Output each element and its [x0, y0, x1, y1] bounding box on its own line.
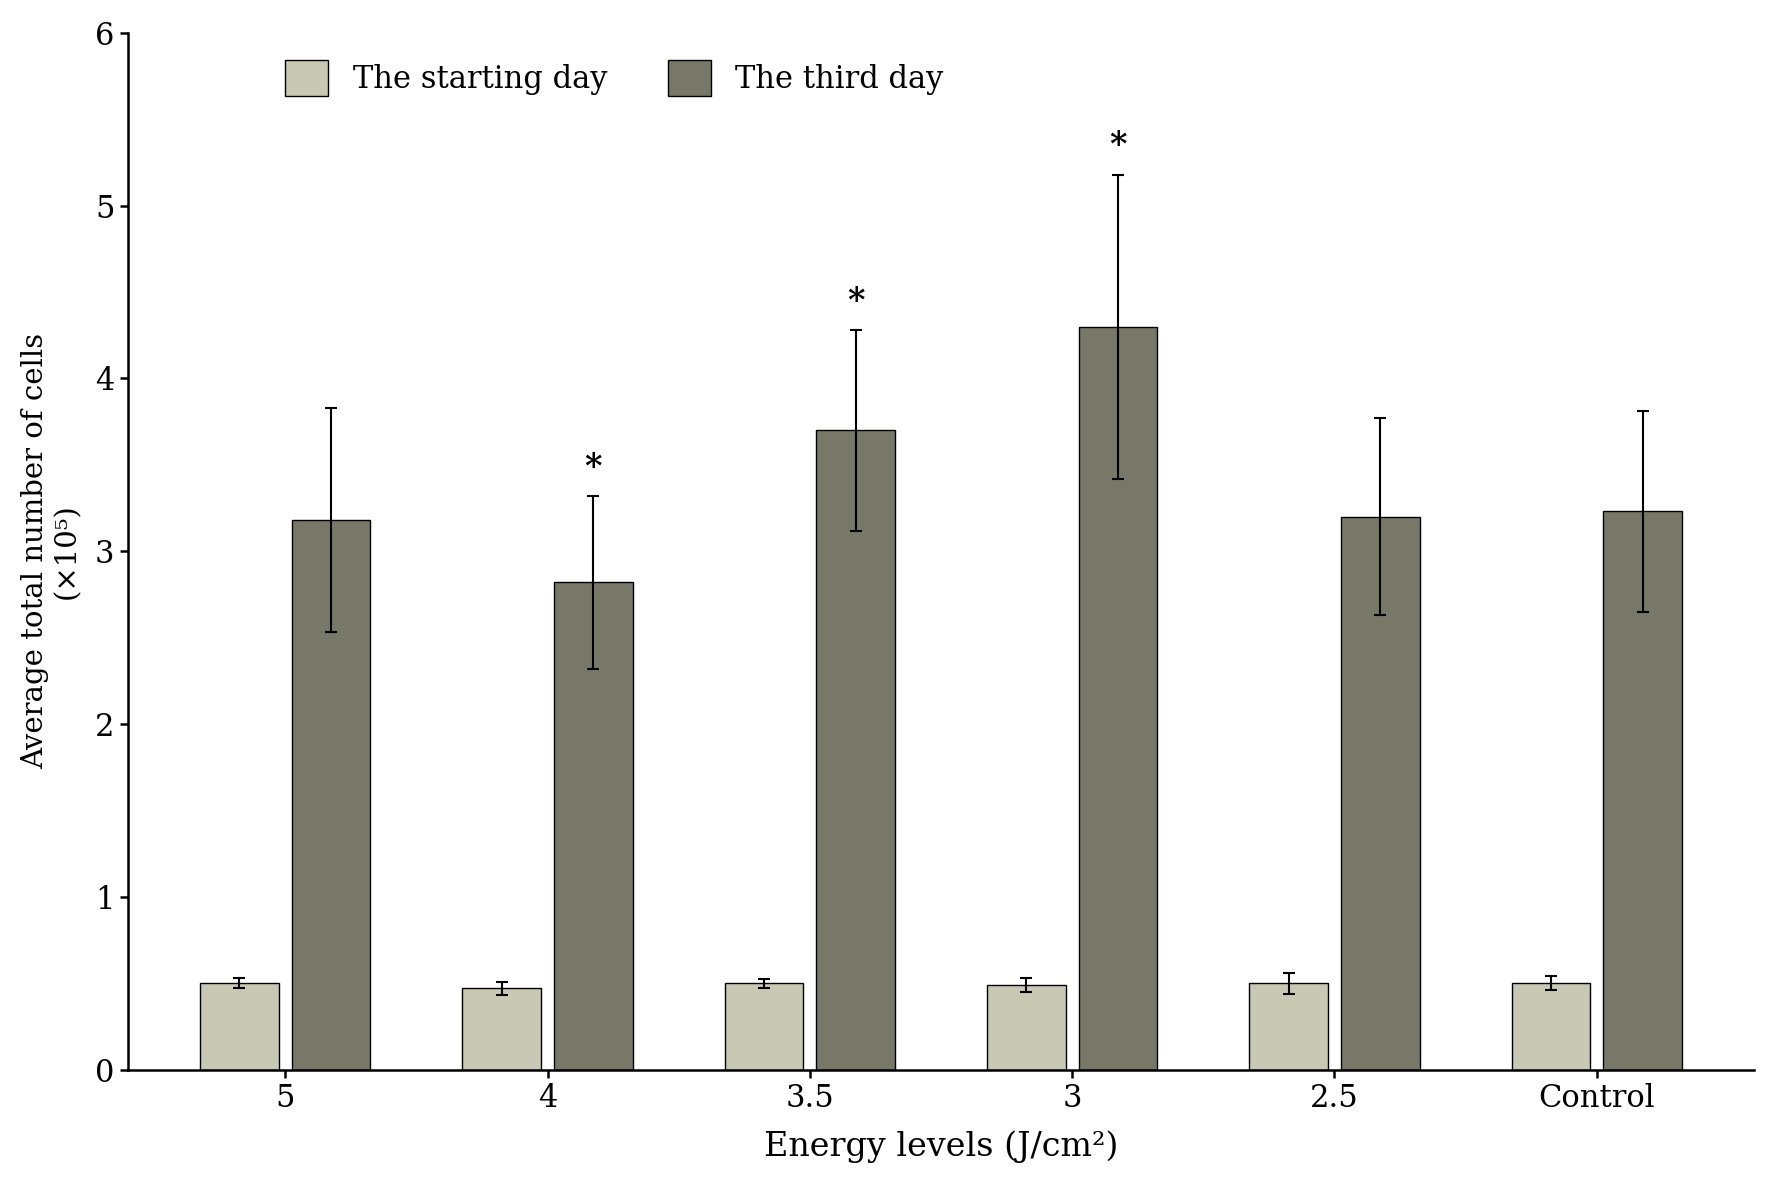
Text: *: *	[1109, 129, 1127, 162]
Text: *: *	[584, 451, 602, 484]
Y-axis label: Average total number of cells
(×10⁵): Average total number of cells (×10⁵)	[21, 333, 82, 770]
Legend: The starting day, The third day: The starting day, The third day	[273, 49, 957, 108]
Bar	[1603, 511, 1683, 1069]
Bar	[816, 430, 895, 1069]
Text: *: *	[847, 285, 864, 318]
Bar	[201, 983, 279, 1069]
Bar	[554, 583, 632, 1069]
Bar	[1250, 983, 1328, 1069]
Bar	[291, 520, 371, 1069]
Bar	[1342, 516, 1420, 1069]
Bar	[462, 989, 541, 1069]
Bar	[1512, 983, 1590, 1069]
X-axis label: Energy levels (J/cm²): Energy levels (J/cm²)	[763, 1131, 1118, 1163]
Bar	[987, 985, 1065, 1069]
Bar	[1079, 327, 1157, 1069]
Bar	[724, 983, 804, 1069]
